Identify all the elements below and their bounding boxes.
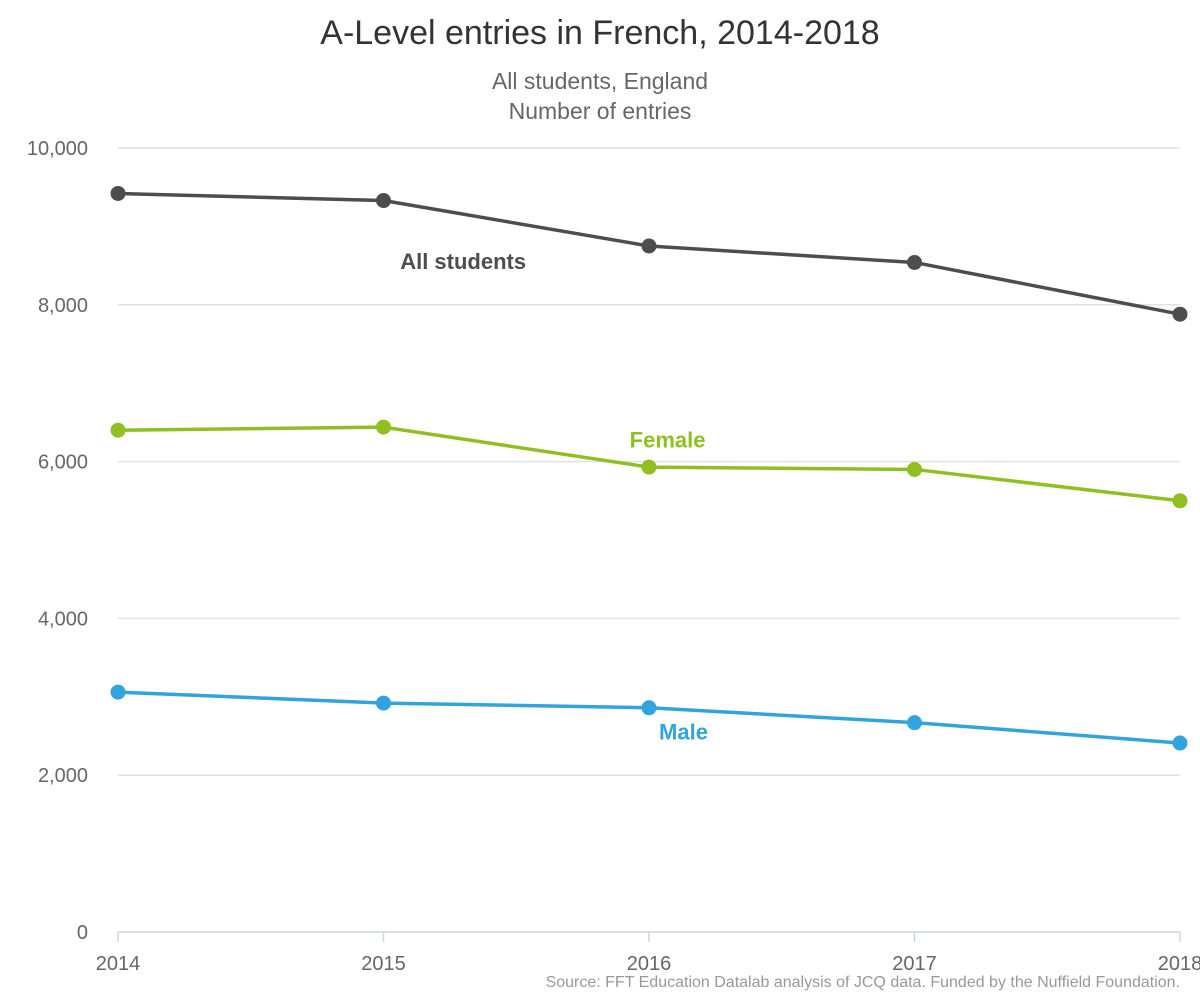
data-point: [907, 715, 922, 731]
y-tick-label: 6,000: [38, 452, 88, 474]
subtitle-line-2: Number of entries: [508, 98, 692, 124]
chart-subtitle: All students, England Number of entries: [0, 66, 1200, 126]
data-point: [641, 238, 657, 254]
data-point: [907, 461, 922, 477]
data-point: [110, 422, 126, 438]
series-label: All students: [400, 249, 526, 274]
data-point: [110, 684, 126, 700]
data-point: [110, 185, 126, 201]
x-tick-label: 2017: [892, 953, 937, 975]
y-tick-label: 2,000: [38, 765, 88, 787]
data-point: [641, 459, 657, 475]
data-point: [376, 193, 391, 209]
x-tick-label: 2015: [361, 953, 406, 975]
data-point: [1172, 735, 1188, 751]
data-point: [1172, 493, 1188, 509]
series-label: Male: [659, 720, 708, 745]
y-tick-label: 4,000: [38, 608, 88, 630]
series-line: [117, 690, 1181, 745]
subtitle-line-1: All students, England: [491, 68, 709, 94]
x-tick-label: 2016: [627, 953, 672, 975]
x-tick-label: 2018: [1158, 953, 1200, 975]
series-label: Female: [630, 427, 706, 452]
data-point: [1172, 306, 1188, 322]
series-line: [117, 191, 1181, 316]
data-point: [376, 695, 391, 711]
source-note: Source: FFT Education Datalab analysis o…: [545, 974, 1180, 991]
data-point: [907, 254, 922, 270]
y-tick-label: 0: [77, 922, 88, 944]
data-point: [641, 700, 657, 716]
chart-title: A-Level entries in French, 2014-2018: [320, 14, 880, 52]
data-point: [376, 419, 391, 435]
x-tick-label: 2014: [96, 953, 141, 975]
y-tick-label: 8,000: [38, 295, 88, 317]
y-tick-label: 10,000: [27, 138, 88, 160]
